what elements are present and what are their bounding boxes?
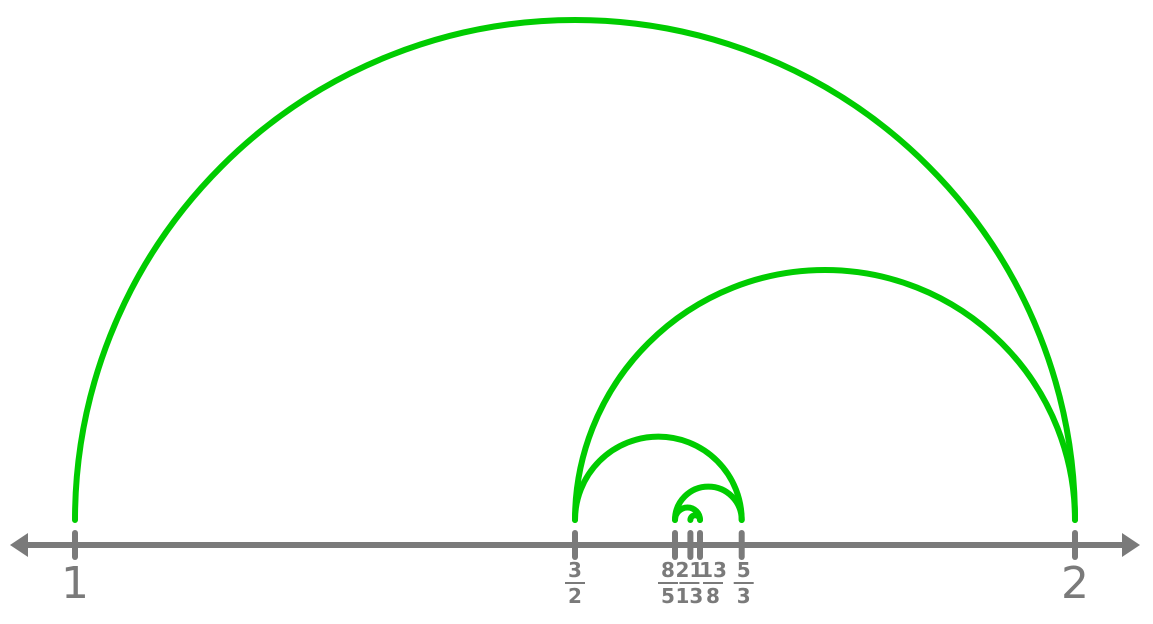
denominator-p5_3: 3 xyxy=(737,584,751,608)
right-arrow-icon xyxy=(1122,533,1140,557)
arcs-layer xyxy=(72,17,1078,523)
denominator-p21_13: 13 xyxy=(675,584,703,608)
fraction-p13_8: 138 xyxy=(699,558,727,608)
fraction-p3_2: 32 xyxy=(565,558,585,608)
label-p1: 1 xyxy=(61,558,89,609)
left-arrow-icon xyxy=(10,533,28,557)
numerator-p3_2: 3 xyxy=(568,558,582,582)
fraction-p5_3: 53 xyxy=(733,558,754,608)
numerator-p5_3: 5 xyxy=(737,558,751,582)
arc-2 xyxy=(572,433,745,523)
arc-3 xyxy=(672,483,745,523)
denominator-p8_5: 5 xyxy=(661,584,675,608)
ticks-layer xyxy=(72,530,1078,560)
numerator-p21_13: 21 xyxy=(675,558,703,582)
arc-1 xyxy=(572,267,1078,523)
denominator-p3_2: 2 xyxy=(568,584,582,608)
arc-5 xyxy=(687,512,703,523)
label-p2: 2 xyxy=(1061,558,1089,609)
denominator-p13_8: 8 xyxy=(706,584,720,608)
arc-0 xyxy=(72,17,1078,523)
fraction-p8_5: 85 xyxy=(658,558,678,608)
numerator-p13_8: 13 xyxy=(699,558,727,582)
numerator-p8_5: 8 xyxy=(661,558,675,582)
